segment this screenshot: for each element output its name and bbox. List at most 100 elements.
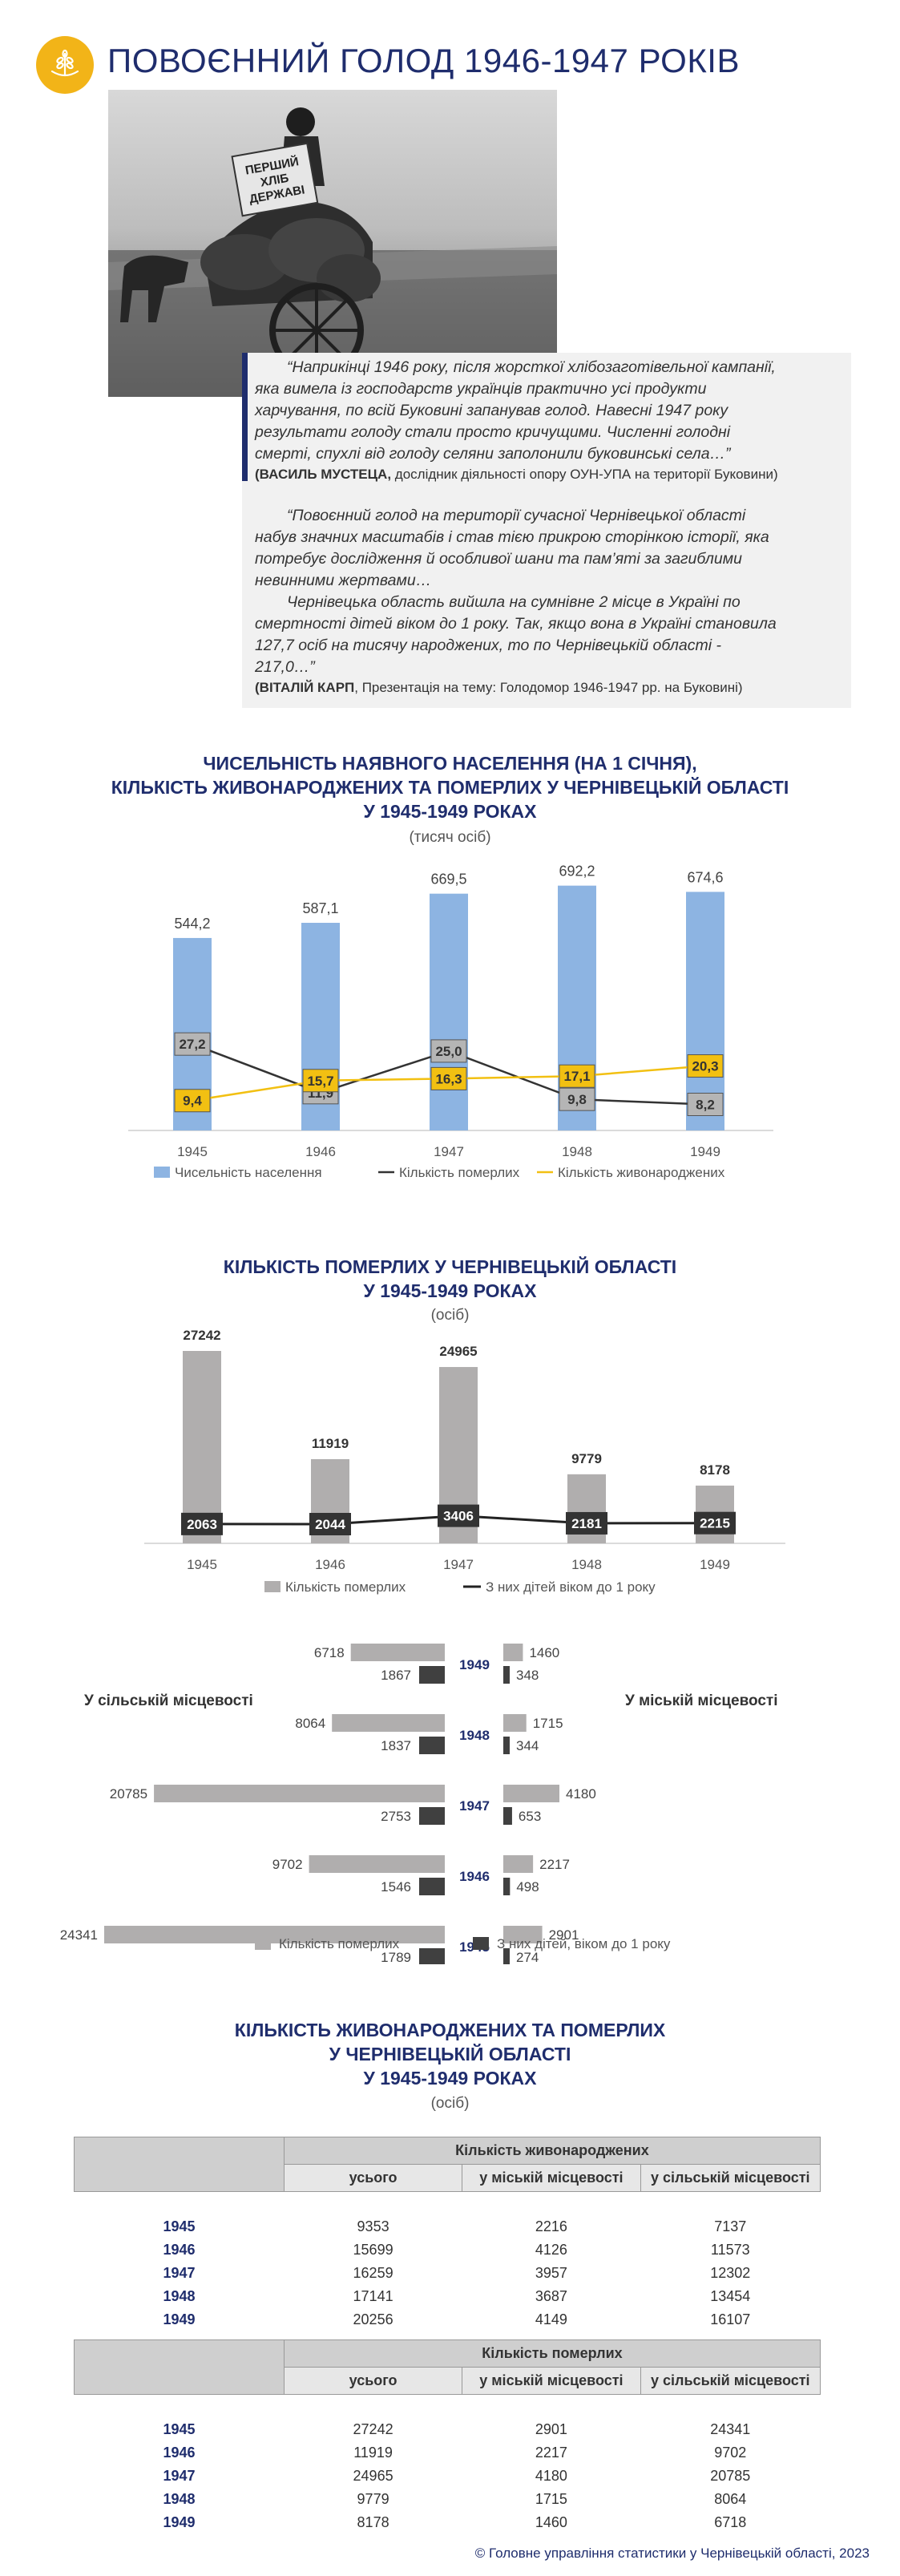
cell-total: 20256 [353, 2311, 393, 2327]
cell-urban: 4149 [535, 2311, 567, 2327]
quote-1-line: яка вимела із господарств українців прак… [255, 380, 707, 398]
rural-deaths-bar [104, 1926, 445, 1943]
cell-urban: 2901 [535, 2421, 567, 2437]
deaths-table: Кількість померлих усього у міській місц… [74, 2339, 821, 2534]
row-year: 1949 [163, 2311, 196, 2327]
cell-urban: 3957 [535, 2265, 567, 2281]
infant-deaths-value [181, 1512, 223, 1535]
table-corner [74, 2339, 285, 2395]
cell-total: 9779 [357, 2491, 389, 2507]
quote-2: “Повоєнний голод на території сучасної Ч… [255, 505, 848, 698]
quote-1-line: смерті, спухлі від голоду селяни заполон… [255, 445, 731, 463]
infant-deaths-label: 2215 [700, 1516, 730, 1531]
rural-infants-label: 1867 [381, 1668, 411, 1683]
deaths-value-label: 25,0 [435, 1044, 462, 1059]
page-title: ПОВОЄННИЙ ГОЛОД 1946-1947 РОКІВ [107, 42, 740, 79]
urban-infants-label: 344 [516, 1738, 539, 1753]
urban-section-label: У міській місцевості [625, 1692, 778, 1709]
quote-2-line: потребує дослідження й особливої шани та… [255, 550, 742, 568]
deaths-col-rural: у сільській місцевості [640, 2367, 821, 2395]
x-tick-label: 1947 [443, 1557, 474, 1572]
table-row: 1946 11919 2217 9702 [75, 2441, 821, 2465]
population-label: 544,2 [174, 916, 210, 932]
rural-infants-bar [419, 1878, 445, 1895]
deaths-value [559, 1087, 595, 1111]
infant-deaths-label: 3406 [443, 1509, 474, 1524]
deaths-bar-label: 8178 [700, 1462, 730, 1478]
table-unit: (осіб) [430, 2095, 470, 2112]
row-year: 1945 [163, 2218, 196, 2234]
rural-infants-bar [419, 1948, 445, 1964]
deaths-value-label: 9,8 [567, 1092, 587, 1107]
cell-total: 9353 [357, 2218, 389, 2234]
rural-deaths-bar [350, 1644, 445, 1661]
rural-infants-bar [419, 1807, 445, 1825]
births-value-label: 16,3 [435, 1071, 462, 1086]
births-table: Кількість живонароджених усього у міські… [74, 2137, 821, 2331]
quote-2-author: (ВІТАЛІЙ КАРП [255, 680, 355, 695]
table-row: 1949 20256 4149 16107 [75, 2308, 821, 2331]
quote-2-author-desc: , Презентація на тему: Голодомор 1946-19… [354, 680, 743, 695]
rural-infants-label: 1837 [381, 1738, 411, 1753]
population-label: 674,6 [687, 869, 723, 885]
urban-infants-bar [503, 1666, 510, 1684]
births-value [687, 1054, 724, 1078]
quote-1-line: “Наприкінці 1946 року, після жорсткої хл… [287, 358, 776, 376]
cell-total: 27242 [353, 2421, 393, 2437]
population-bar [430, 893, 468, 1130]
svg-text:ХЛІБ: ХЛІБ [260, 172, 290, 190]
urban-infants-bar [503, 1807, 512, 1825]
table-corner [74, 2137, 285, 2192]
urban-infants-bar [503, 1948, 510, 1964]
rural-deaths-bar [154, 1785, 445, 1802]
births-col-total: усього [283, 2164, 463, 2192]
cell-total: 17141 [353, 2288, 393, 2304]
urban-deaths-bar [503, 1714, 527, 1732]
logo-circle [36, 36, 94, 94]
legend-births: Кількість живонароджених [558, 1165, 725, 1180]
table-title: КІЛЬКІСТЬ ЖИВОНАРОДЖЕНИХ ТА ПОМЕРЛИХ У Ч… [0, 2018, 900, 2090]
infant-deaths-value [566, 1511, 607, 1535]
cell-rural: 16107 [710, 2311, 751, 2327]
cell-rural: 8064 [714, 2491, 747, 2507]
births-col-rural: у сільській місцевості [640, 2164, 821, 2192]
quote-2-line: 127,7 осіб на тисячу народжених, то по Ч… [255, 637, 721, 654]
table-row: 1947 24965 4180 20785 [75, 2465, 821, 2488]
urban-deaths-bar [503, 1926, 543, 1943]
cell-urban: 1715 [535, 2491, 567, 2507]
table-row: 1945 9353 2216 7137 [75, 2215, 821, 2238]
cell-urban: 2217 [535, 2445, 567, 2461]
rural-infants-label: 2753 [381, 1809, 411, 1824]
legend-population: Чисельність населення [175, 1165, 322, 1180]
table-row: 1947 16259 3957 12302 [75, 2262, 821, 2285]
x-tick-label: 1945 [177, 1144, 208, 1159]
x-tick-label: 1945 [187, 1557, 217, 1572]
chart1-title-line: КІЛЬКІСТЬ ЖИВОНАРОДЖЕНИХ ТА ПОМЕРЛИХ У Ч… [111, 777, 789, 798]
urban-infants-label: 274 [516, 1950, 539, 1964]
row-year: 1947 [163, 2265, 196, 2281]
urban-deaths-bar [503, 1855, 534, 1873]
footer-copyright: © Головне управління статистики у Чернів… [474, 2546, 870, 2561]
deaths-value [430, 1039, 467, 1063]
quote-1-line: результати голоду стали просто кричущими… [255, 423, 731, 441]
quote-panel [242, 353, 851, 708]
infant-deaths-label: 2181 [571, 1516, 602, 1531]
deaths-bar-label: 9779 [571, 1451, 602, 1466]
row-year: 1948 [163, 2491, 196, 2507]
urban-infants-bar [503, 1878, 511, 1895]
row-year: 1946 [163, 2445, 196, 2461]
rural-deaths-label: 8064 [295, 1716, 325, 1731]
urban-infants-label: 498 [516, 1879, 539, 1895]
chart1-unit: (тисяч осіб) [409, 829, 491, 846]
deaths-bar [183, 1351, 221, 1543]
cell-rural: 9702 [714, 2445, 747, 2461]
year-label: 1946 [459, 1869, 490, 1884]
quote-accent-bar [242, 353, 248, 481]
cell-rural: 24341 [710, 2421, 751, 2437]
rural-deaths-bar [332, 1714, 445, 1732]
deaths-bar-label: 24965 [439, 1344, 477, 1359]
infant-deaths-label: 2044 [315, 1517, 345, 1532]
deaths-value-label: 8,2 [696, 1098, 715, 1113]
chart2-deaths: 27242 11919 24965 9779 8178 2063 2044 3406 2181 2… [144, 1328, 785, 1595]
